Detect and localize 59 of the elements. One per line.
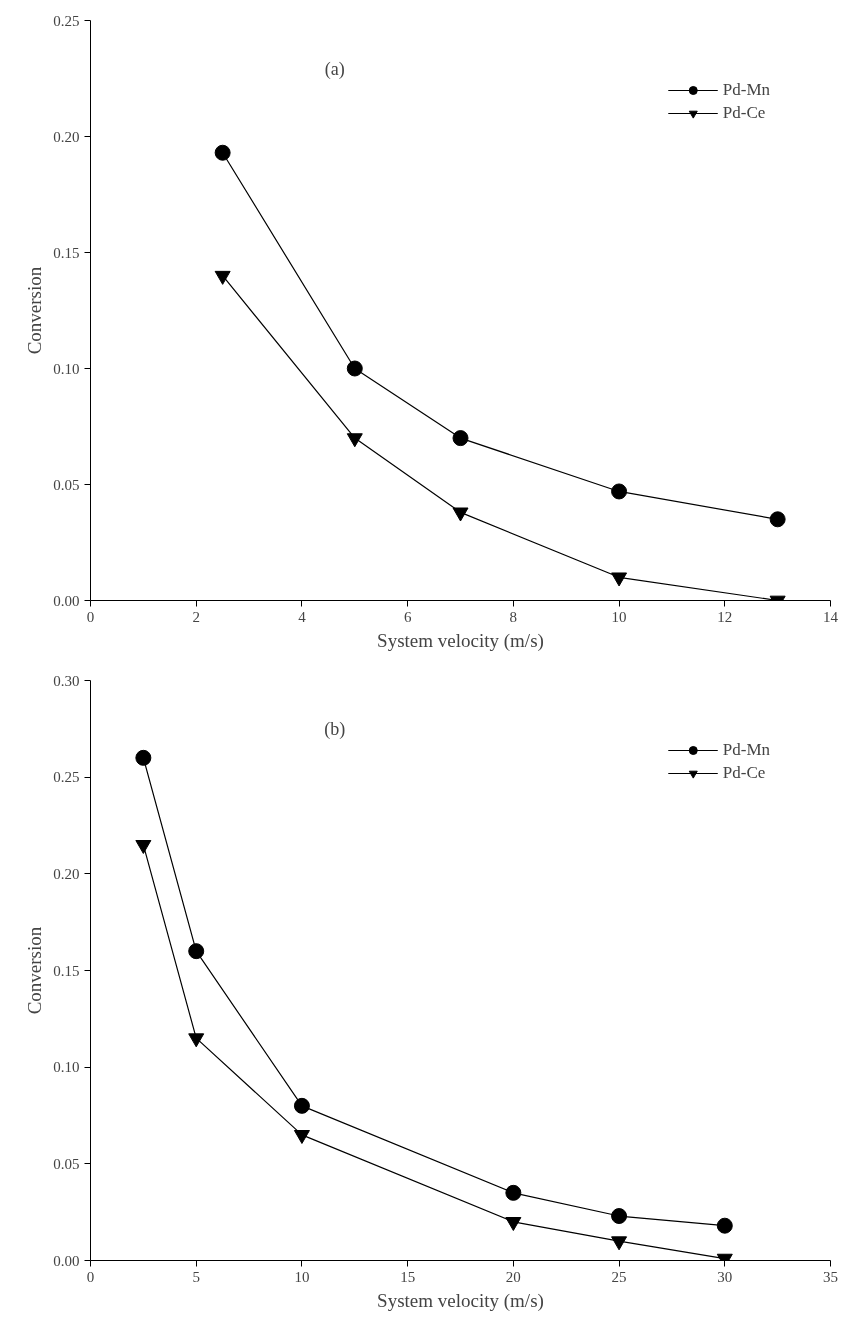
point (214, 270, 231, 285)
x-tick-label: 20 (505, 1268, 521, 1285)
point (188, 1033, 205, 1048)
y-axis-title: Conversion (24, 926, 46, 1015)
y-tick-label: 0.20 (53, 865, 80, 882)
x-tick-label: 0 (86, 608, 95, 625)
y-tick-label: 0.25 (53, 769, 80, 786)
x-tick-label: 8 (509, 608, 518, 625)
x-tick-label: 0 (86, 1268, 95, 1285)
point (346, 360, 363, 377)
x-axis-title: System velocity (m/s) (377, 1289, 544, 1312)
y-tick-label: 0.30 (53, 672, 80, 689)
point (611, 1236, 628, 1251)
legend-label: Pd-Mn (722, 80, 770, 100)
x-tick-label: 30 (717, 1268, 733, 1285)
x-tick-label: 10 (611, 608, 627, 625)
point (452, 430, 469, 447)
point (293, 1097, 310, 1114)
y-tick-label: 0.15 (53, 244, 80, 261)
y-tick-label: 0.05 (53, 1155, 80, 1172)
point (716, 1217, 733, 1234)
point (452, 507, 469, 522)
y-tick-label: 0.10 (53, 1059, 80, 1076)
point (611, 483, 628, 500)
y-tick-label: 0.25 (53, 12, 80, 29)
point (135, 749, 152, 766)
x-axis-title: System velocity (m/s) (377, 629, 544, 652)
annotation: (a) (324, 58, 345, 80)
y-tick-label: 0.15 (53, 962, 80, 979)
point (505, 1217, 522, 1231)
x-tick-label: 6 (403, 608, 412, 625)
y-axis-title: Conversion (24, 266, 46, 355)
y-tick-label: 0.20 (53, 128, 80, 145)
x-tick-label: 14 (823, 608, 839, 625)
point (611, 1208, 628, 1225)
point (346, 433, 363, 448)
annotation: (b) (324, 718, 346, 740)
x-tick-label: 10 (294, 1268, 310, 1285)
x-tick-label: 5 (192, 1268, 200, 1285)
y-tick-label: 0.10 (53, 360, 80, 377)
y-tick-label: 0.00 (53, 592, 80, 609)
point (188, 943, 205, 960)
legend-label: Pd-Ce (722, 103, 766, 123)
point (611, 572, 628, 587)
x-tick-label: 12 (717, 608, 733, 625)
y-tick-label: 0.05 (53, 476, 80, 493)
legend-label: Pd-Mn (722, 740, 770, 760)
x-tick-label: 35 (823, 1268, 838, 1285)
x-tick-label: 15 (400, 1268, 416, 1285)
point (769, 511, 786, 528)
point (214, 144, 231, 161)
x-tick-label: 2 (192, 608, 200, 625)
x-tick-label: 4 (298, 608, 307, 625)
point (135, 840, 152, 854)
x-tick-label: 25 (611, 1268, 627, 1285)
legend-label: Pd-Ce (722, 763, 766, 783)
y-tick-label: 0.00 (53, 1252, 80, 1269)
point (505, 1184, 522, 1201)
point (293, 1130, 310, 1144)
